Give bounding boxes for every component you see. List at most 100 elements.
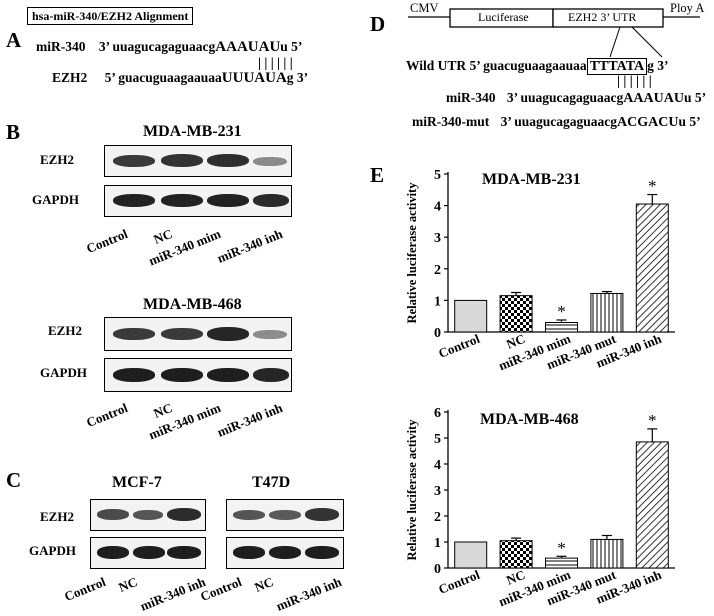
mir-seq-lower: uuagucagaguaacg bbox=[520, 90, 624, 105]
wild-seed-box: TTTATA bbox=[586, 58, 648, 75]
wild-utr-row: Wild UTR 5’ guacuguaagaauaa TTTATA g 3’ bbox=[406, 58, 669, 75]
bar bbox=[454, 541, 488, 569]
alignment-pairs: | | | | | | bbox=[258, 55, 293, 70]
category-label: Control bbox=[436, 331, 482, 361]
y-tick-label: 0 bbox=[434, 562, 441, 577]
bar bbox=[499, 540, 533, 569]
wild-tail: g bbox=[647, 58, 654, 73]
blot-ezh2-mda231 bbox=[104, 145, 292, 177]
mir340-tail: u bbox=[280, 39, 288, 54]
polya-label: Ploy A bbox=[670, 1, 705, 15]
wild-seq-lower: guacuguaagaauaa bbox=[483, 58, 587, 73]
ezh2-seq-lower: guacuguaagaauaa bbox=[118, 70, 222, 85]
end-label: 5’ bbox=[291, 39, 303, 54]
blot-row-label: EZH2 bbox=[48, 323, 82, 338]
blot-row-label: EZH2 bbox=[40, 152, 74, 167]
blot-gapdh-mda468 bbox=[104, 358, 292, 392]
y-tick-label: 5 bbox=[434, 432, 441, 447]
y-tick-label: 4 bbox=[434, 200, 441, 215]
y-axis-label: Relative luciferase activity bbox=[405, 419, 419, 561]
mir-tail: u bbox=[683, 90, 692, 105]
significance-marker: * bbox=[557, 302, 566, 321]
bar bbox=[499, 295, 533, 333]
panel-label-c: C bbox=[6, 468, 22, 492]
lane-label: miR-340 inh bbox=[138, 574, 208, 614]
blot-ezh2-t47d bbox=[226, 499, 344, 531]
y-tick-label: 3 bbox=[434, 231, 441, 246]
construct-diagram bbox=[408, 8, 700, 58]
panel-label-d: D bbox=[370, 12, 386, 36]
mut-tail: u bbox=[678, 114, 686, 129]
category-label: NC bbox=[504, 567, 527, 588]
lane-label: NC bbox=[252, 574, 276, 595]
blot-row-label: GAPDH bbox=[40, 365, 87, 380]
mir340-seed: AAAUAU bbox=[215, 39, 281, 55]
lane-label: miR-340 inh bbox=[215, 226, 285, 266]
y-tick-label: 2 bbox=[434, 263, 441, 278]
y-tick-label: 4 bbox=[434, 458, 441, 473]
mut-seq-lower: uuagucagaguaacg bbox=[514, 114, 618, 129]
mir340-seq-lower: uuagucagaguaacg bbox=[112, 39, 216, 54]
y-tick-label: 3 bbox=[434, 484, 441, 499]
alignment-mir340-label: miR-340 bbox=[36, 39, 86, 54]
category-label: Control bbox=[436, 567, 482, 597]
bar bbox=[454, 299, 488, 333]
y-tick-label: 6 bbox=[434, 406, 441, 421]
significance-marker: * bbox=[648, 411, 657, 430]
alignment-ezh2-row: EZH2 5’ guacuguaagaauaaUUUAUAg 3’ bbox=[52, 70, 308, 87]
blot-title-mda468: MDA-MB-468 bbox=[143, 296, 242, 313]
panel-label-e: E bbox=[370, 163, 385, 187]
wild-pairs: | | | | | | bbox=[617, 73, 652, 88]
mir340-row-d: miR-340 3’ uuagucagaguaacgAAAUAUu 5’ bbox=[446, 90, 706, 107]
lane-label: NC bbox=[116, 574, 140, 595]
significance-marker: * bbox=[648, 177, 657, 196]
mir-seed: AAAUAU bbox=[623, 91, 684, 106]
end-label: 5’ bbox=[694, 90, 707, 105]
lane-label: miR-340 inh bbox=[215, 400, 285, 440]
lane-label: Control bbox=[198, 574, 244, 605]
end-label: 3’ bbox=[296, 70, 309, 85]
blot-gapdh-mda231 bbox=[104, 185, 292, 217]
utr-label: EZH2 3’ UTR bbox=[568, 10, 637, 24]
mir340-mut-label: miR-340-mut bbox=[412, 114, 490, 129]
panel-label-a: A bbox=[6, 28, 22, 52]
alignment-ezh2-label: EZH2 bbox=[52, 70, 88, 85]
alignment-title: hsa-miR-340/EZH2 Alignment bbox=[27, 7, 194, 25]
blot-title-t47d: T47D bbox=[252, 474, 291, 491]
end-label: 3’ bbox=[657, 58, 669, 73]
chart-title: MDA-MB-231 bbox=[482, 171, 581, 188]
lane-label: miR-340 inh bbox=[274, 574, 344, 614]
blot-row-label: GAPDH bbox=[29, 543, 76, 558]
y-tick-label: 1 bbox=[434, 536, 441, 551]
lane-label: Control bbox=[84, 226, 130, 257]
end-label: 3’ bbox=[98, 39, 110, 54]
luciferase-label: Luciferase bbox=[478, 10, 529, 24]
blot-gapdh-mcf7 bbox=[90, 537, 206, 569]
mir340-label-d: miR-340 bbox=[446, 90, 496, 105]
end-label: 5’ bbox=[104, 70, 115, 85]
end-label: 3’ bbox=[506, 90, 518, 105]
blot-title-mcf7: MCF-7 bbox=[112, 474, 162, 491]
bar bbox=[590, 292, 624, 333]
y-tick-label: 0 bbox=[434, 326, 441, 341]
bar bbox=[635, 441, 669, 569]
blot-title-mda231: MDA-MB-231 bbox=[143, 123, 242, 140]
luciferase-chart-mda231: MDA-MB-231 Relative luciferase activity 0 1… bbox=[405, 168, 675, 373]
end-label: 5’ bbox=[689, 114, 701, 129]
y-tick-label: 5 bbox=[434, 168, 441, 183]
wild-utr-label: Wild UTR bbox=[406, 58, 467, 73]
blot-ezh2-mcf7 bbox=[90, 499, 206, 531]
y-tick-label: 1 bbox=[434, 294, 441, 309]
bar bbox=[590, 538, 624, 569]
luciferase-chart-mda468: MDA-MB-468 Relative luciferase activity 0 1… bbox=[405, 406, 675, 609]
blot-gapdh-t47d bbox=[226, 537, 344, 569]
panel-label-b: B bbox=[6, 120, 21, 144]
utr-box bbox=[552, 8, 664, 28]
mir340-mut-row: miR-340-mut 3’ uuagucagaguaacgACGACUu 5’ bbox=[412, 114, 701, 131]
significance-marker: * bbox=[557, 538, 566, 557]
cmv-label: CMV bbox=[410, 1, 439, 15]
blot-row-label: EZH2 bbox=[40, 509, 74, 524]
lane-label: Control bbox=[62, 574, 108, 605]
blot-row-label: GAPDH bbox=[32, 192, 79, 207]
alignment-mir340-row: miR-340 3’ uuagucagaguaacgAAAUAUu 5’ bbox=[36, 39, 302, 56]
